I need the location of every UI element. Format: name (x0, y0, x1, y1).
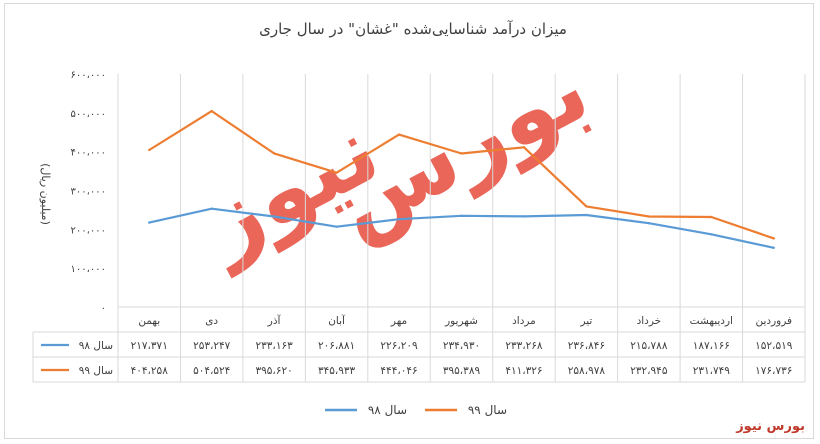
data-label: ۲۵۸،۹۷۸ (568, 365, 606, 377)
y-tick-label: ۰ (101, 303, 106, 314)
data-point (397, 133, 401, 136)
data-point (397, 217, 401, 221)
data-point (585, 213, 588, 217)
data-point (460, 152, 463, 155)
y-axis: ۰ ۱۰۰،۰۰۰ ۲۰۰،۰۰۰ ۳۰۰،۰۰۰ ۴۰۰،۰۰۰ ۵۰۰،۰۰۰ ۶۰۰،… (71, 70, 106, 314)
data-point (647, 222, 651, 225)
data-point (710, 215, 713, 219)
x-tick-label: مرداد (512, 315, 536, 327)
data-label: ۲۳۲،۹۴۵ (630, 365, 668, 377)
data-point (148, 221, 151, 224)
data-label: ۲۱۵،۷۸۸ (630, 340, 668, 352)
x-tick-label: فروردین (755, 315, 792, 327)
data-label: ۲۰۶،۸۸۱ (318, 340, 355, 352)
chart-title: میزان درآمد شناسایی‌شده "غشان" در سال جا… (259, 20, 567, 38)
y-tick-label: ۶۰۰،۰۰۰ (71, 70, 106, 81)
y-tick-label: ۴۰۰،۰۰۰ (71, 148, 106, 159)
x-tick-label: بهمن (138, 315, 160, 327)
data-label: ۲۵۳،۲۴۷ (193, 340, 231, 352)
x-tick-label: مهر (390, 315, 407, 327)
data-point (272, 152, 276, 155)
x-tick-label: دی (205, 315, 218, 327)
data-label: ۲۳۳،۲۶۸ (505, 340, 543, 352)
chart-frame: میزان درآمد شناسایی‌شده "غشان" در سال جا… (4, 3, 814, 439)
data-label: ۴۰۴،۲۵۸ (131, 365, 169, 377)
series-layer (148, 109, 775, 249)
data-point (647, 215, 651, 218)
data-label: ۲۲۶،۲۰۹ (380, 340, 418, 352)
x-tick-label: شهریور (444, 315, 478, 327)
legend-label-1: سال ۹۸ (368, 403, 407, 417)
x-tick-label: اردیبهشت (690, 315, 733, 327)
data-label: ۵۰۴،۵۲۴ (193, 365, 230, 377)
x-tick-label: آبان (328, 314, 346, 327)
data-label: ۳۴۵،۹۳۳ (318, 365, 356, 377)
table-series-name: سال ۹۹ (79, 365, 113, 377)
y-tick-label: ۱۰۰،۰۰۰ (71, 264, 106, 275)
data-label: ۲۳۶،۸۴۶ (568, 340, 605, 352)
data-point (772, 237, 775, 240)
data-point (522, 146, 526, 149)
brand-label: بورس نیوز (736, 419, 805, 434)
data-point (335, 171, 338, 174)
x-tick-label: تیر (579, 315, 592, 327)
data-label: ۳۹۵،۶۲۰ (256, 365, 293, 377)
data-table: فروردین اردیبهشت خرداد تیر مرداد شهریور مهر آبا… (41, 314, 793, 377)
data-label: ۱۸۷،۱۶۶ (693, 340, 730, 352)
legend: سال ۹۸ سال ۹۹ (325, 403, 507, 417)
watermark: بورس نیوز (181, 35, 606, 279)
grid-layer (32, 74, 806, 383)
data-label: ۲۱۷،۳۷۱ (131, 340, 168, 352)
chart-svg: میزان درآمد شناسایی‌شده "غشان" در سال جا… (32, 20, 806, 417)
table-series-name: سال ۹۸ (79, 340, 113, 352)
data-label: ۱۵۲،۵۱۹ (755, 340, 793, 352)
data-point (460, 214, 463, 217)
legend-label-2: سال ۹۹ (468, 403, 507, 417)
data-point (710, 233, 713, 236)
data-point (335, 225, 338, 228)
y-tick-label: ۳۰۰،۰۰۰ (71, 187, 106, 198)
data-point (210, 109, 213, 113)
x-tick-label: آذر (267, 314, 282, 327)
data-point (585, 205, 588, 208)
data-point (522, 215, 526, 218)
y-tick-label: ۵۰۰،۰۰۰ (71, 109, 106, 120)
data-label: ۴۱۱،۳۲۶ (505, 365, 542, 377)
data-point (210, 207, 213, 210)
data-point (772, 246, 775, 249)
data-label: ۱۷۶،۷۳۶ (755, 365, 792, 377)
x-tick-label: خرداد (637, 315, 662, 327)
data-label: ۲۳۴،۹۳۰ (443, 340, 480, 352)
data-label: ۲۳۱،۷۴۹ (693, 365, 731, 377)
y-tick-label: ۲۰۰،۰۰۰ (71, 225, 106, 236)
data-point (148, 148, 151, 152)
y-axis-label: (میلیون ریال) (39, 163, 52, 225)
data-label: ۴۴۴،۰۴۶ (380, 365, 417, 377)
data-label: ۳۹۵،۳۸۹ (443, 365, 481, 377)
data-label: ۲۳۳،۱۶۳ (256, 340, 294, 352)
data-point (272, 215, 276, 218)
